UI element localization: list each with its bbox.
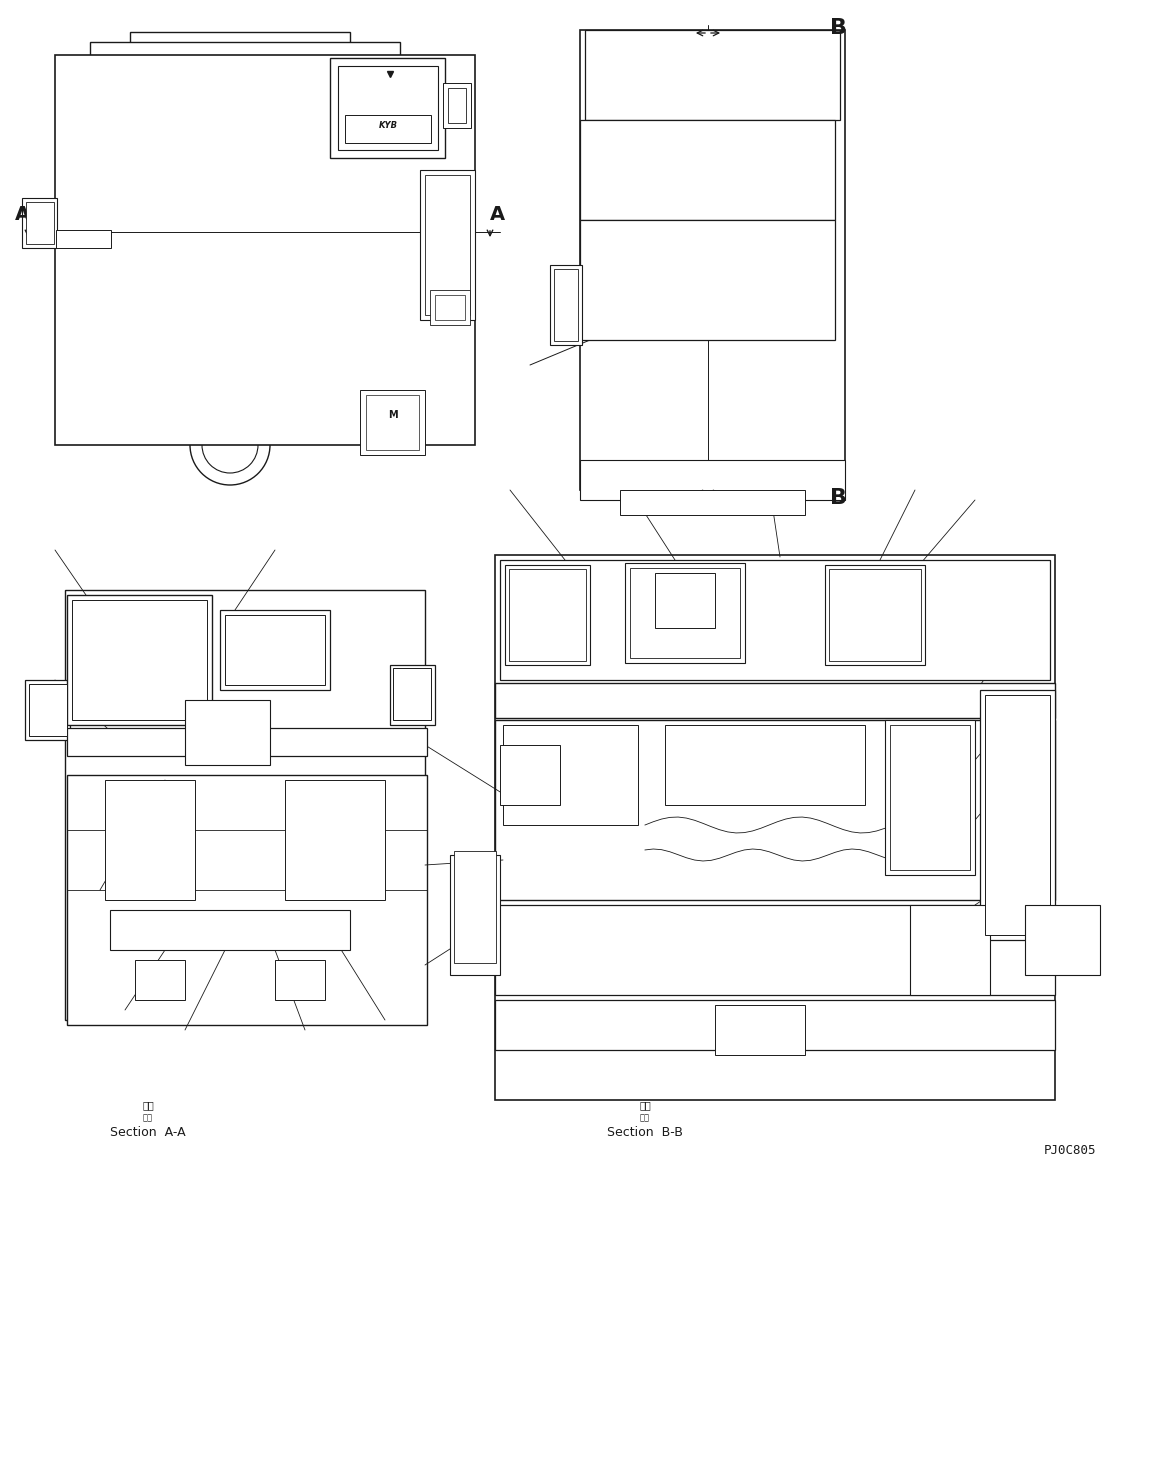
- Bar: [185, 701, 270, 766]
- Bar: [135, 960, 185, 1000]
- Bar: [885, 720, 975, 875]
- Bar: [655, 573, 715, 628]
- Bar: [424, 175, 470, 315]
- Bar: [393, 668, 431, 720]
- Bar: [825, 564, 925, 665]
- Text: 断面: 断面: [640, 1114, 650, 1123]
- Bar: [890, 726, 970, 869]
- Bar: [390, 665, 435, 726]
- Bar: [1025, 905, 1100, 974]
- Text: Section  A-A: Section A-A: [110, 1127, 186, 1139]
- Bar: [630, 569, 740, 658]
- Bar: [625, 563, 745, 663]
- Bar: [67, 729, 427, 755]
- Bar: [330, 58, 445, 158]
- Bar: [55, 55, 475, 444]
- Bar: [495, 555, 1055, 1100]
- Bar: [338, 67, 438, 150]
- Text: 断面: 断面: [143, 1114, 154, 1123]
- Bar: [29, 684, 67, 736]
- Bar: [448, 87, 466, 123]
- Bar: [345, 116, 431, 144]
- Bar: [366, 395, 419, 450]
- Bar: [495, 905, 1055, 995]
- Text: M: M: [388, 410, 398, 421]
- Bar: [274, 960, 324, 1000]
- Bar: [220, 610, 330, 690]
- Text: KYB: KYB: [378, 120, 398, 129]
- Bar: [130, 33, 350, 77]
- Bar: [495, 683, 1055, 718]
- Bar: [504, 726, 638, 825]
- Bar: [550, 265, 582, 345]
- Bar: [443, 83, 471, 127]
- Bar: [580, 30, 846, 490]
- Bar: [500, 745, 561, 806]
- Bar: [500, 560, 1050, 680]
- Bar: [985, 695, 1050, 935]
- Text: Section  B-B: Section B-B: [607, 1127, 683, 1139]
- Bar: [580, 221, 835, 341]
- Bar: [361, 390, 424, 455]
- Bar: [26, 201, 53, 244]
- Bar: [495, 720, 1055, 900]
- Bar: [495, 1000, 1055, 1050]
- Bar: [430, 290, 470, 324]
- Bar: [829, 569, 921, 661]
- Bar: [22, 198, 57, 247]
- Text: B: B: [829, 489, 847, 508]
- Bar: [105, 780, 195, 900]
- Bar: [909, 905, 990, 995]
- Bar: [620, 490, 805, 515]
- Bar: [435, 295, 465, 320]
- Bar: [505, 564, 590, 665]
- Bar: [24, 680, 70, 740]
- Bar: [980, 690, 1055, 940]
- Bar: [72, 600, 207, 720]
- Bar: [715, 1006, 805, 1054]
- Bar: [110, 909, 350, 949]
- Text: A: A: [490, 206, 505, 225]
- Text: A: A: [14, 206, 29, 225]
- Bar: [580, 120, 835, 221]
- Bar: [554, 270, 578, 341]
- Text: 断面: 断面: [142, 1100, 154, 1109]
- Text: B: B: [829, 18, 847, 39]
- Bar: [580, 461, 846, 501]
- Bar: [67, 595, 212, 726]
- Text: PJ0C805: PJ0C805: [1043, 1143, 1097, 1157]
- Bar: [509, 569, 586, 661]
- Bar: [665, 726, 865, 806]
- Bar: [90, 41, 400, 117]
- Text: 断面: 断面: [640, 1100, 651, 1109]
- Bar: [285, 780, 385, 900]
- Bar: [420, 170, 475, 320]
- Bar: [65, 589, 424, 1020]
- Bar: [454, 852, 495, 963]
- Bar: [585, 30, 840, 120]
- Bar: [56, 230, 110, 247]
- Bar: [450, 855, 500, 974]
- Bar: [67, 775, 427, 1025]
- Bar: [224, 615, 324, 686]
